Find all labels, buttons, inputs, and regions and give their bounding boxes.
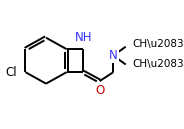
Text: N: N	[109, 49, 118, 62]
Text: CH\u2083: CH\u2083	[132, 39, 183, 49]
Text: O: O	[95, 83, 104, 96]
Text: Cl: Cl	[6, 66, 17, 79]
Text: Cl: Cl	[6, 66, 17, 79]
Text: CH\u2083: CH\u2083	[132, 59, 183, 70]
Text: O: O	[95, 83, 104, 96]
Text: CH\u2083: CH\u2083	[132, 59, 183, 70]
Text: N: N	[109, 49, 118, 62]
Text: NH: NH	[74, 31, 92, 44]
Text: CH\u2083: CH\u2083	[132, 39, 183, 49]
Text: NH: NH	[74, 31, 92, 44]
